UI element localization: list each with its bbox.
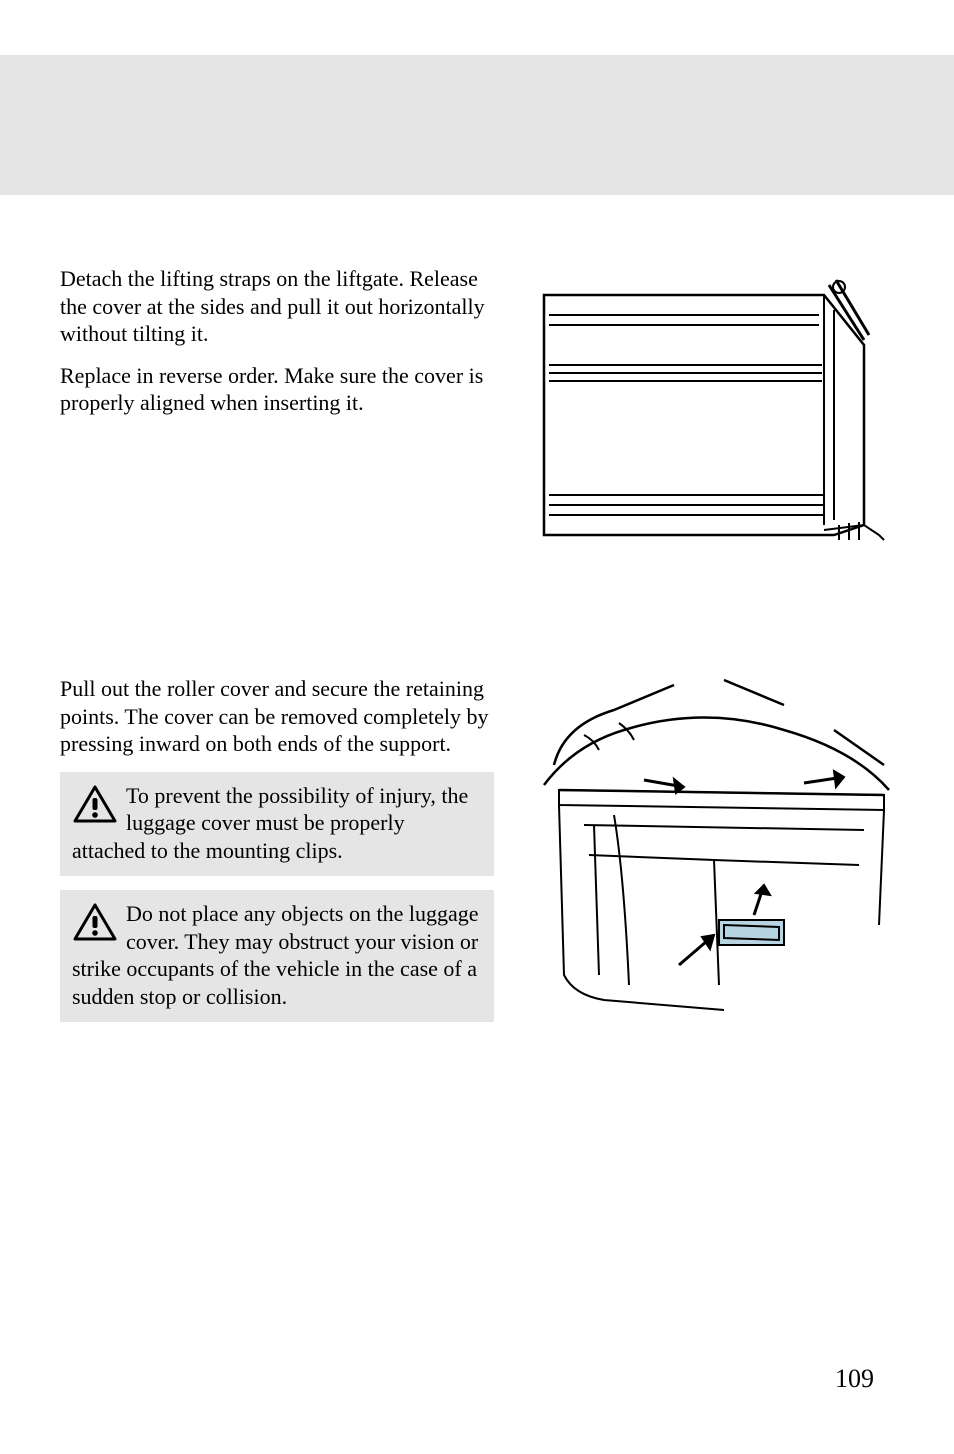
text-column-1: Detach the lifting straps on the liftgat… (60, 265, 494, 431)
paragraph: Detach the lifting straps on the liftgat… (60, 265, 494, 348)
liftgate-illustration (524, 265, 894, 545)
warning-box: Do not place any objects on the luggage … (60, 890, 494, 1022)
warning-icon (72, 784, 118, 824)
section-roller-cover: Pull out the roller cover and secure the… (60, 675, 894, 1036)
warning-text: To prevent the possibility of injury, th… (72, 783, 468, 863)
cargo-area-illustration (524, 675, 894, 1015)
page-content: Detach the lifting straps on the liftgat… (0, 265, 954, 1036)
warning-icon (72, 902, 118, 942)
page-number: 109 (835, 1364, 874, 1394)
paragraph: Replace in reverse order. Make sure the … (60, 362, 494, 417)
section-liftgate-cover: Detach the lifting straps on the liftgat… (60, 265, 894, 545)
header-band (0, 55, 954, 195)
warning-box: To prevent the possibility of injury, th… (60, 772, 494, 877)
paragraph: Pull out the roller cover and secure the… (60, 675, 494, 758)
text-column-2: Pull out the roller cover and secure the… (60, 675, 494, 1036)
warning-text: Do not place any objects on the luggage … (72, 901, 479, 1009)
